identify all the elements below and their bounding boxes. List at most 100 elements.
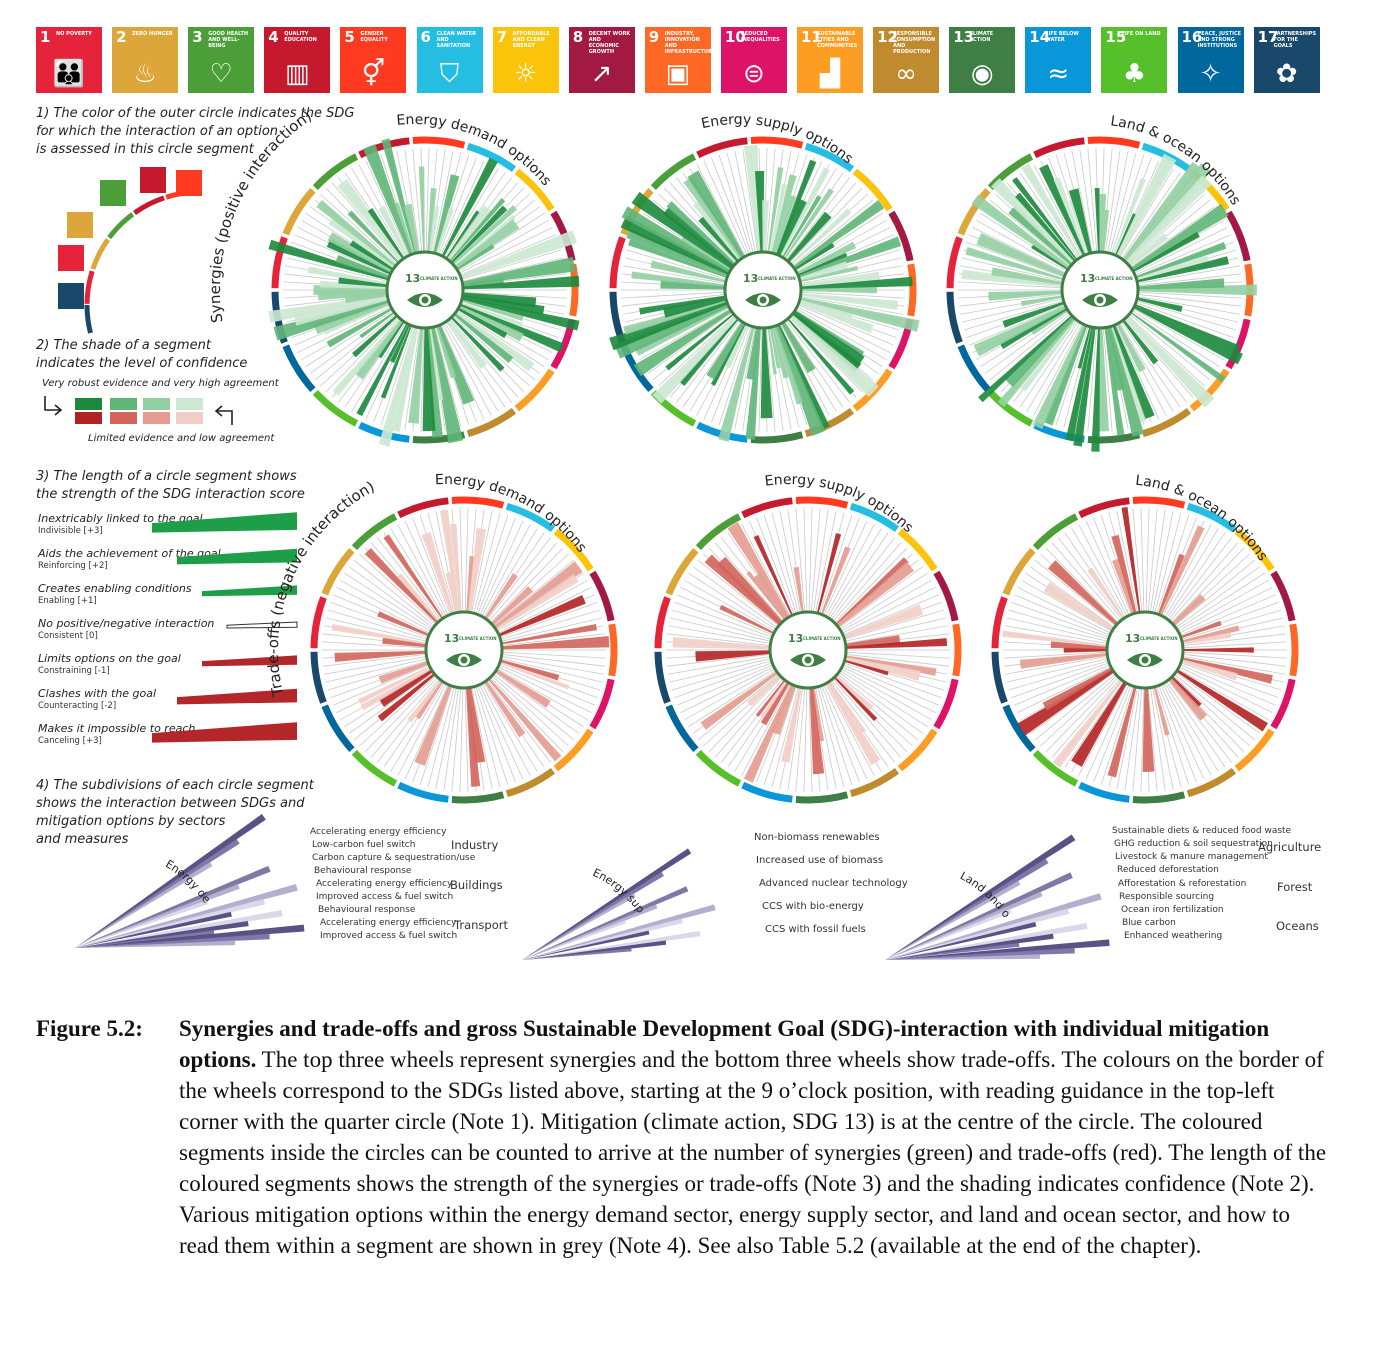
interaction-segment <box>1002 301 1065 328</box>
option-fan-band <box>522 940 667 960</box>
option-label: Low-carbon fuel switch <box>312 840 416 850</box>
option-label: Reduced deforestation <box>1117 865 1219 875</box>
sdg-ring-segment <box>741 781 793 803</box>
sun-icon: ☼ <box>513 59 538 89</box>
dove-icon: ✧ <box>1199 59 1222 89</box>
sdg-label: Life on land <box>1121 31 1161 37</box>
interaction-segment <box>835 674 874 711</box>
interaction-segment <box>407 679 442 723</box>
wheel-spoke <box>1167 679 1233 763</box>
interaction-segment <box>692 200 741 261</box>
wheel-spoke <box>1021 579 1113 632</box>
strength-score: Indivisible [+3] <box>38 526 103 536</box>
wheel-spoke <box>837 673 919 741</box>
option-fan-band <box>885 908 1070 960</box>
wheel-spoke <box>1105 149 1121 253</box>
interaction-segment <box>462 275 580 290</box>
interaction-segment <box>1171 594 1206 626</box>
interaction-segment <box>769 327 781 369</box>
interaction-segment <box>397 573 440 622</box>
interaction-segment <box>1105 326 1125 391</box>
sdg-ring-segment <box>1225 210 1251 262</box>
sdg-ring-segment <box>1225 318 1251 370</box>
wheel-spoke <box>1034 559 1116 627</box>
interaction-segment <box>1137 278 1225 290</box>
interaction-segment <box>1094 187 1100 253</box>
interaction-segment <box>797 252 848 276</box>
sdg-ring-segment <box>620 187 654 236</box>
option-fan-band <box>522 930 650 960</box>
wheel-spoke <box>711 157 750 255</box>
interaction-segment <box>623 299 727 335</box>
interaction-segment <box>1122 161 1201 261</box>
wheel-tradeoff: 13 CLIMATE ACTION Land & ocean options <box>991 473 1299 804</box>
wheel-spoke <box>742 149 758 253</box>
option-fan-band <box>522 904 658 960</box>
wheel-spoke <box>756 517 795 615</box>
sdg-label: No poverty <box>56 31 92 37</box>
interaction-segment <box>760 327 773 419</box>
sdg-ring-segment <box>310 596 327 649</box>
wheel-spoke <box>718 326 752 426</box>
interaction-segment <box>1170 676 1202 709</box>
wheel-spoke <box>819 686 853 786</box>
interaction-segment <box>760 680 788 719</box>
interaction-segment <box>1002 630 1108 647</box>
wheel-spoke <box>471 510 493 613</box>
wheel-spoke <box>844 609 945 640</box>
interaction-segment <box>378 661 429 684</box>
wheel-spoke <box>784 321 844 408</box>
sdg-ring-segment <box>466 142 517 173</box>
sdg-ring-segment <box>795 496 849 509</box>
interaction-segment <box>435 207 454 255</box>
wheel-spoke <box>1011 601 1110 638</box>
wheel-spoke <box>658 315 736 387</box>
option-label: CCS with bio-energy <box>762 901 864 912</box>
wheel-spoke <box>1180 662 1279 699</box>
interaction-segment <box>453 313 514 364</box>
strength-bar <box>226 621 298 629</box>
wheel-spoke <box>501 651 606 659</box>
wheel-spoke <box>829 532 889 619</box>
wheel-spoke <box>817 686 845 788</box>
wheel-spoke <box>823 520 868 616</box>
wheel-spoke <box>444 168 499 258</box>
wheel-spoke <box>330 601 429 638</box>
interaction-segment <box>378 205 409 258</box>
book-icon: ▥ <box>285 59 310 89</box>
wheel-spoke <box>497 666 592 714</box>
wheel-spoke <box>496 579 588 632</box>
sdg-label: Climate action <box>969 31 994 43</box>
interaction-segment <box>1182 647 1254 653</box>
interaction-segment <box>445 572 458 614</box>
interaction-segment <box>746 327 760 380</box>
wheel-spoke <box>677 664 774 706</box>
wheel-spoke <box>703 160 748 256</box>
interaction-segment <box>403 203 420 254</box>
sdg-ring-segment <box>1002 547 1036 596</box>
interaction-segment <box>663 296 727 318</box>
interaction-segment <box>779 167 830 257</box>
interaction-segment <box>429 206 440 253</box>
sdg-number: 7 <box>496 28 508 46</box>
center-sdg-label: CLIMATE ACTION <box>459 636 497 641</box>
wheel-spoke <box>434 326 462 428</box>
mini-sdg-tile <box>58 245 84 271</box>
sdg-ring-segment <box>412 136 466 149</box>
interaction-segment <box>1099 193 1107 253</box>
wheel-spoke <box>442 323 492 416</box>
wheel-spoke <box>1078 683 1128 776</box>
interaction-segment <box>1077 326 1092 369</box>
interaction-segment <box>745 327 761 440</box>
wheel-spoke <box>838 566 924 628</box>
interaction-segment <box>666 201 736 266</box>
sdg-ring-segment <box>1289 623 1299 677</box>
interaction-segment <box>844 659 889 676</box>
interaction-segment <box>467 687 486 763</box>
wheel-spoke <box>294 234 391 276</box>
wheel-spoke <box>322 653 427 667</box>
interaction-segment <box>488 677 562 762</box>
center-sdg-number: 13 <box>788 632 803 645</box>
wheel-spoke <box>325 617 428 642</box>
wheel-spoke <box>785 319 851 403</box>
